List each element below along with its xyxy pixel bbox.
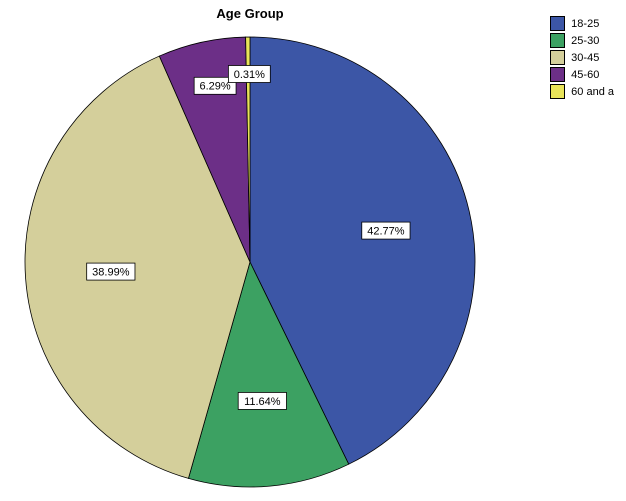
legend-item: 60 and a [550,84,614,99]
legend-label: 18-25 [571,18,599,30]
chart-title: Age Group [0,6,500,21]
slice-label: 6.29% [200,81,231,93]
pie-chart: 42.77% 11.64% 38.99% 6.29%0.31% [16,32,484,492]
slice-label: 11.64% [244,396,281,408]
legend: 18-25 25-30 30-45 45-60 60 and a [550,16,614,101]
legend-item: 18-25 [550,16,614,31]
slice-label: 0.31% [234,69,265,81]
legend-item: 30-45 [550,50,614,65]
legend-swatch [550,84,565,99]
pie-slices [25,37,475,487]
slice-label: 38.99% [92,266,130,278]
legend-label: 30-45 [571,52,599,64]
legend-item: 25-30 [550,33,614,48]
legend-label: 45-60 [571,69,599,81]
legend-swatch [550,33,565,48]
slice-label: 42.77% [367,225,405,237]
legend-swatch [550,16,565,31]
legend-label: 25-30 [571,35,599,47]
chart-container: Age Group 42.77% 11.64% 38.99% 6.29%0.31% 1… [0,0,626,501]
legend-label: 60 and a [571,86,614,98]
legend-swatch [550,50,565,65]
legend-item: 45-60 [550,67,614,82]
legend-swatch [550,67,565,82]
